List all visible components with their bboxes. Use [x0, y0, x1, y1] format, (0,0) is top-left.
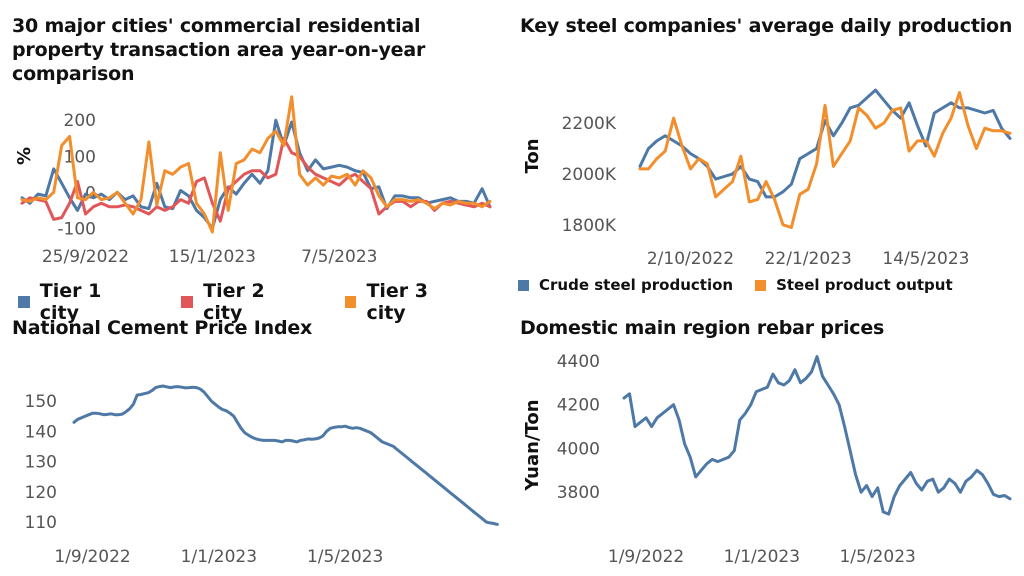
y-tick-label: 4200 [557, 396, 600, 416]
y-tick-label: 100 [64, 147, 96, 167]
x-tick-label: 1/1/2023 [181, 547, 257, 567]
x-tick-label: 1/9/2022 [608, 547, 684, 567]
x-tick-label: 1/5/2023 [307, 547, 383, 567]
series-line-2 [20, 136, 492, 223]
chart-panel-steel: Key steel companies' average daily produ… [512, 0, 1024, 300]
x-tick-label: 25/9/2022 [42, 247, 129, 267]
y-axis-label: Yuan/Ton [522, 399, 543, 491]
legend-label: Tier 2 city [203, 280, 265, 324]
series-line-3 [20, 95, 492, 234]
legend-item: Tier 2 city [181, 280, 308, 324]
x-tick-label: 22/1/2023 [765, 249, 852, 269]
y-axis-label: Ton [522, 138, 543, 173]
y-tick-label: 120 [25, 483, 57, 503]
chart-panel-cement: National Cement Price Index 150 140 130 120… [0, 300, 512, 576]
legend-item: Tier 1 city [18, 280, 145, 324]
chart-legend: Crude steel production Steel product outp… [518, 276, 1018, 294]
legend-swatch [181, 296, 194, 308]
legend-label: Tier 3 city [366, 280, 429, 324]
legend-item: Crude steel production [518, 276, 733, 294]
y-tick-label: 140 [25, 422, 57, 442]
y-tick-label: 3800 [557, 483, 600, 503]
y-tick-label: 4400 [557, 352, 600, 372]
series-line-1 [20, 118, 492, 230]
x-tick-label: 2/10/2022 [647, 249, 734, 269]
chart-svg: 150 140 130 120 110 1/9/2022 1/1/2023 1/5/2023 [25, 384, 499, 567]
legend-label: Crude steel production [539, 276, 734, 294]
chart-svg: 2200K 2000K 1800K 2/10/2022 22/1/2023 14/5/20… [522, 88, 1012, 269]
y-tick-label: 4000 [557, 439, 600, 459]
x-tick-label: 1/1/2023 [724, 547, 800, 567]
legend-swatch [18, 296, 30, 308]
chart-title: Domestic main region rebar prices [520, 317, 885, 339]
y-tick-label: 150 [25, 392, 57, 412]
x-tick-label: 7/5/2023 [301, 247, 377, 267]
legend-swatch [518, 279, 529, 291]
chart-panel-rebar: Domestic main region rebar prices 4400 42… [512, 300, 1024, 576]
legend-label: Tier 1 city [39, 280, 102, 324]
series-line-2 [638, 91, 1012, 229]
y-tick-label: -100 [57, 219, 96, 239]
x-tick-label: 1/9/2022 [54, 547, 130, 567]
chart-title: National Cement Price Index [12, 317, 313, 339]
legend-item: Steel product output [755, 276, 953, 294]
x-tick-label: 15/1/2023 [169, 247, 256, 267]
chart-panel-property: 30 major cities' commercial residential … [0, 0, 512, 324]
x-tick-label: 14/5/2023 [882, 249, 969, 269]
x-tick-label: 1/5/2023 [839, 547, 915, 567]
y-tick-label: 2000K [562, 165, 617, 185]
chart-svg: 4400 4200 4000 3800 1/9/2022 1/1/2023 1/5/2023… [522, 352, 1012, 567]
y-tick-label: 110 [25, 513, 57, 533]
chart-title: Key steel companies' average daily produ… [520, 15, 1013, 37]
series-line-1 [72, 384, 499, 526]
y-tick-label: 200 [64, 111, 96, 131]
chart-title: 30 major cities' commercial residential … [12, 15, 426, 85]
y-tick-label: 1800K [562, 216, 617, 236]
series-line-1 [622, 355, 1012, 516]
legend-swatch [755, 279, 767, 291]
y-tick-label: 2200K [562, 114, 617, 134]
chart-legend: Tier 1 city Tier 2 city Tier 3 city [18, 280, 508, 324]
legend-item: Tier 3 city [344, 280, 472, 324]
y-axis-label: % [14, 147, 35, 165]
legend-swatch [344, 296, 357, 308]
legend-label: Steel product output [776, 276, 953, 294]
y-tick-label: 130 [25, 453, 57, 473]
